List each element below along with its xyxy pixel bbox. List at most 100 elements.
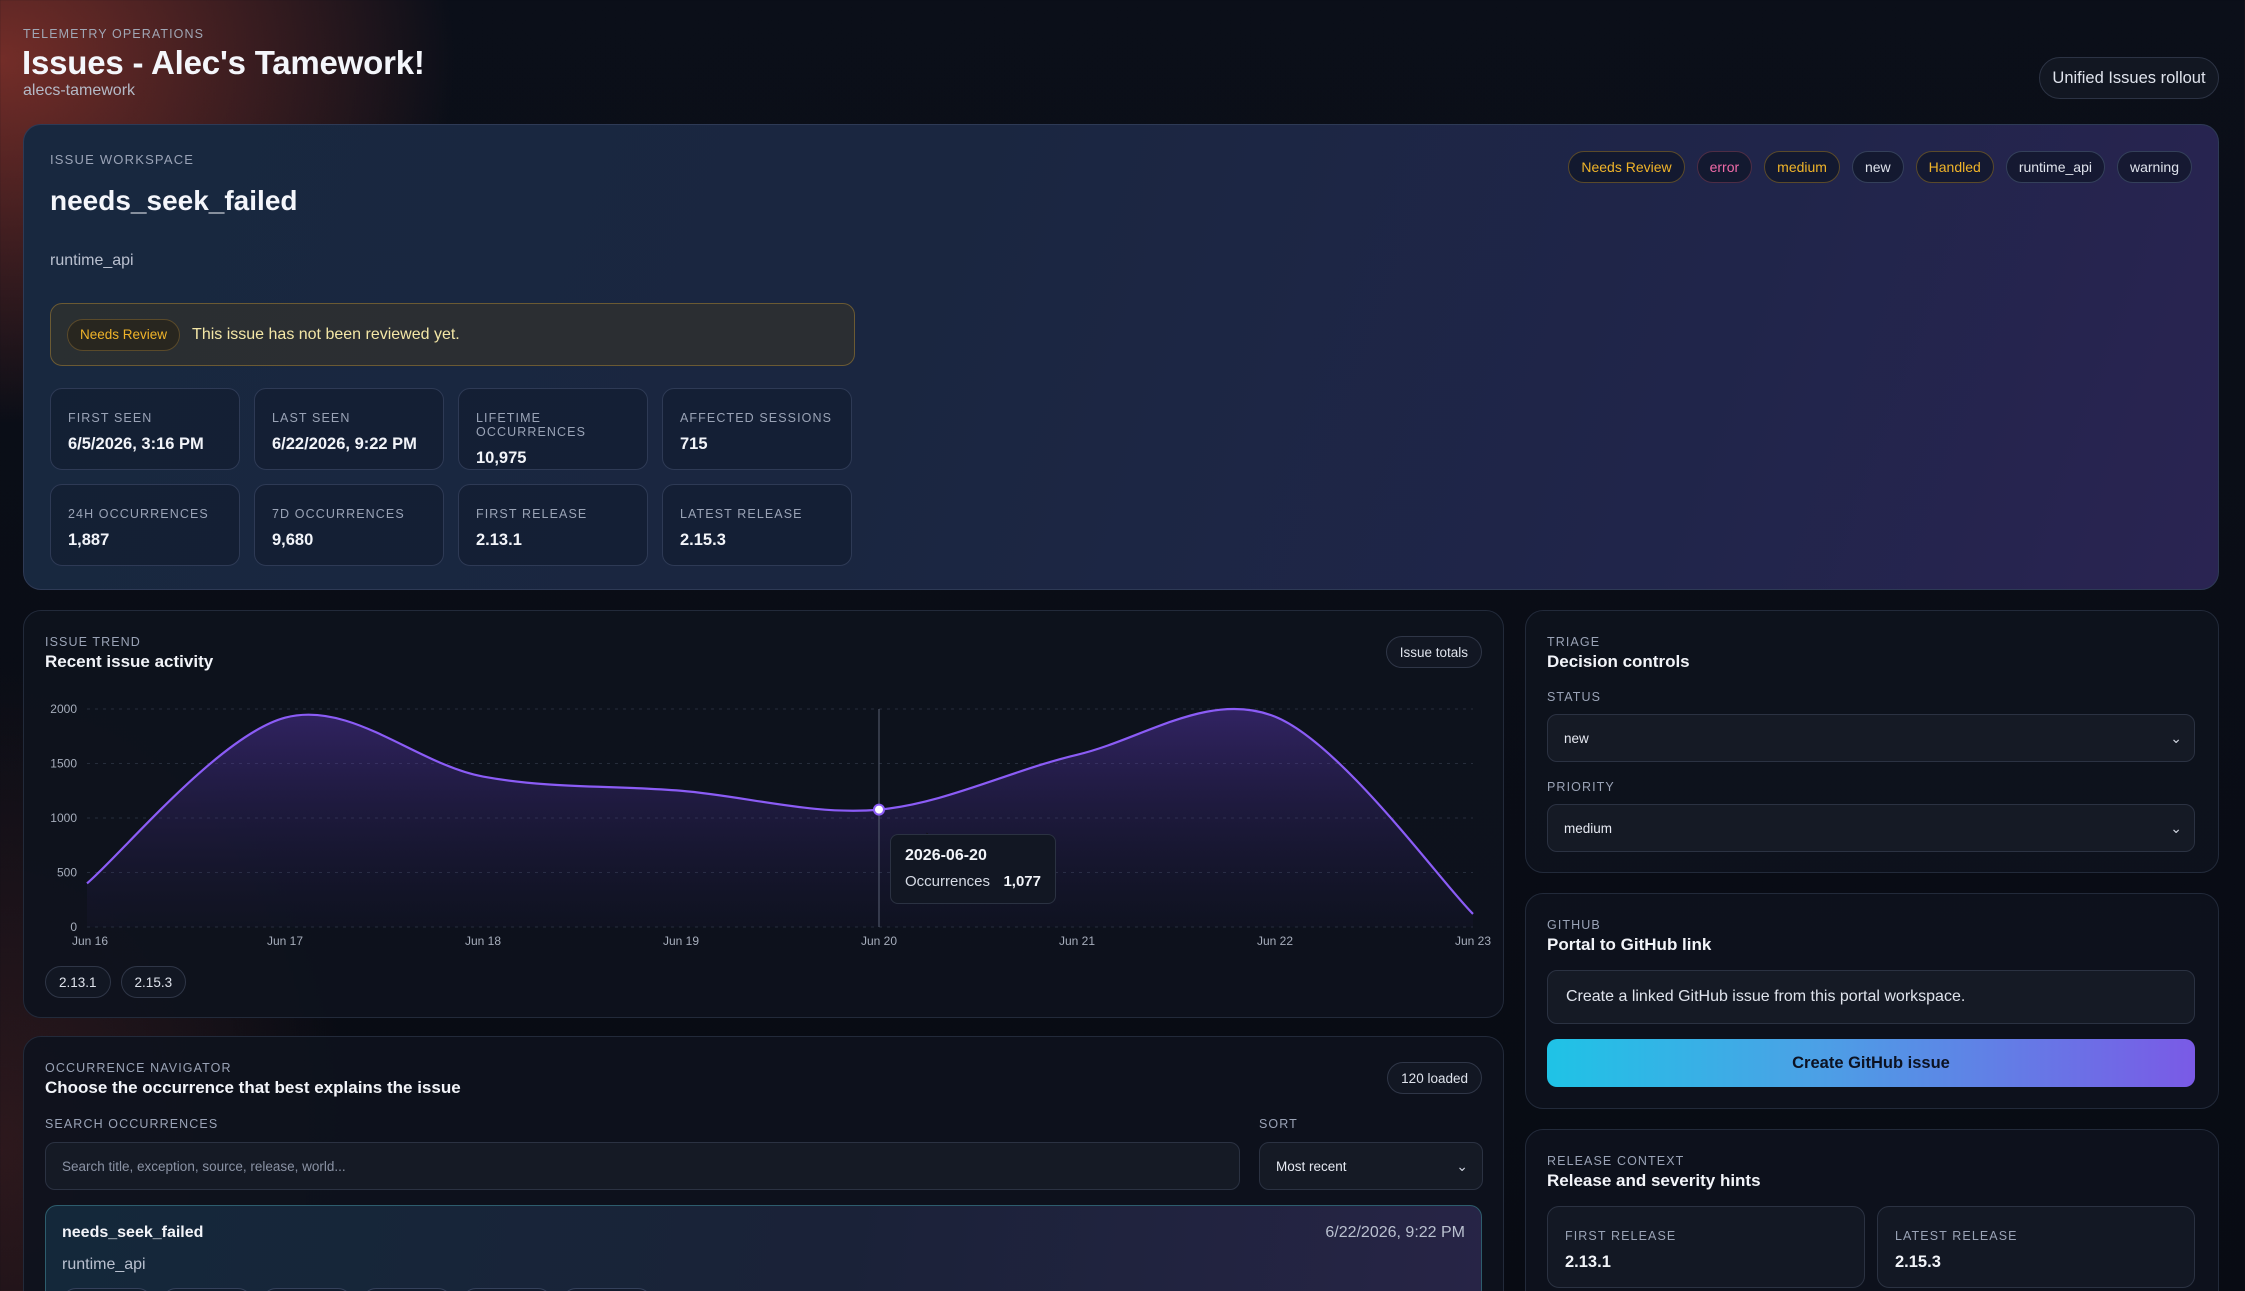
- trend-header: ISSUE TREND Recent issue activity: [45, 635, 213, 672]
- navigator-header: OCCURRENCE NAVIGATOR Choose the occurren…: [45, 1061, 461, 1098]
- issue-tags: Needs Review error medium new Handled ru…: [1568, 151, 2192, 183]
- stat-label: FIRST SEEN: [68, 411, 153, 425]
- release-pill-latest[interactable]: 2.15.3: [120, 966, 187, 998]
- chart-x-ticks: Jun 16 Jun 17 Jun 18 Jun 19 Jun 20 Jun 21 Jun …: [72, 934, 1491, 948]
- tag-error[interactable]: error: [1696, 151, 1753, 183]
- header-eyebrow: TELEMETRY OPERATIONS: [23, 27, 205, 41]
- stat-latest-release: LATEST RELEASE 2.15.3: [662, 484, 852, 566]
- stat-label: AFFECTED SESSIONS: [680, 411, 833, 425]
- review-status-banner: Needs Review This issue has not been rev…: [50, 303, 855, 366]
- navigator-eyebrow: OCCURRENCE NAVIGATOR: [45, 1061, 232, 1075]
- github-description: Create a linked GitHub issue from this p…: [1547, 970, 2195, 1024]
- tag-handled[interactable]: Handled: [1915, 151, 1994, 183]
- stat-label: LAST SEEN: [272, 411, 351, 425]
- issue-workspace-panel: ISSUE WORKSPACE needs_seek_failed runtim…: [23, 124, 2219, 590]
- x-tick-label: Jun 17: [267, 934, 303, 948]
- stat-label: FIRST RELEASE: [476, 507, 588, 521]
- tooltip-date: 2026-06-20: [905, 847, 987, 864]
- page-title: Issues - Alec's Tamework!: [22, 44, 425, 81]
- tag-needs-review[interactable]: Needs Review: [1568, 151, 1685, 183]
- y-tick-label: 500: [57, 866, 77, 880]
- release-first-value: 2.13.1: [1565, 1253, 1611, 1271]
- chevron-down-icon: ⌄: [2170, 729, 2182, 746]
- sort-select-value: Most recent: [1276, 1158, 1347, 1174]
- status-select-value: new: [1564, 730, 1589, 746]
- y-tick-label: 1500: [50, 757, 77, 771]
- status-select[interactable]: new ⌄: [1547, 714, 2195, 762]
- tag-medium[interactable]: medium: [1764, 151, 1840, 183]
- release-context-title: Release and severity hints: [1547, 1171, 1761, 1190]
- issue-trend-chart[interactable]: 0 500 1000 1500 2000 Jun 16 Jun 17 Jun 18 Jun 1…: [24, 691, 1505, 961]
- trend-title: Recent issue activity: [45, 652, 214, 671]
- issue-title: needs_seek_failed: [50, 185, 298, 216]
- stat-label: LIFETIME OCCURRENCES: [476, 411, 587, 439]
- release-first-box: FIRST RELEASE 2.13.1: [1547, 1206, 1865, 1288]
- unified-issues-rollout-button[interactable]: Unified Issues rollout: [2039, 57, 2219, 99]
- triage-header: TRIAGE Decision controls: [1547, 635, 1690, 672]
- sort-label: SORT: [1259, 1117, 1298, 1131]
- tag-warning[interactable]: warning: [2116, 151, 2192, 183]
- review-status-text: This issue has not been reviewed yet.: [192, 325, 460, 343]
- workspace-eyebrow: ISSUE WORKSPACE: [50, 152, 195, 167]
- release-pill-first[interactable]: 2.13.1: [45, 966, 111, 998]
- release-latest-value: 2.15.3: [1895, 1253, 1941, 1271]
- chevron-down-icon: ⌄: [1456, 1157, 1468, 1174]
- issue-totals-toggle[interactable]: Issue totals: [1385, 636, 1482, 668]
- stat-label: 24H OCCURRENCES: [68, 507, 209, 521]
- release-context-eyebrow: RELEASE CONTEXT: [1547, 1154, 1685, 1168]
- triage-eyebrow: TRIAGE: [1547, 635, 1601, 649]
- stat-first-seen: FIRST SEEN 6/5/2026, 3:16 PM: [50, 388, 240, 470]
- stat-value: 1,887: [68, 531, 110, 549]
- github-card: GITHUB Portal to GitHub link Create a li…: [1525, 893, 2219, 1109]
- stat-lifetime-occurrences: LIFETIME OCCURRENCES 10,975: [458, 388, 648, 470]
- loaded-count-badge: 120 loaded: [1387, 1062, 1482, 1094]
- x-tick-label: Jun 19: [663, 934, 699, 948]
- series-line: [86, 707, 1474, 915]
- create-github-issue-button[interactable]: Create GitHub issue: [1547, 1039, 2195, 1087]
- priority-label: PRIORITY: [1547, 780, 1615, 794]
- sort-select[interactable]: Most recent ⌄: [1259, 1142, 1483, 1190]
- stat-last-seen: LAST SEEN 6/22/2026, 9:22 PM: [254, 388, 444, 470]
- release-latest-label: LATEST RELEASE: [1895, 1229, 2018, 1243]
- x-tick-label: Jun 23: [1455, 934, 1491, 948]
- triage-card: TRIAGE Decision controls STATUS new ⌄ PR…: [1525, 610, 2219, 873]
- release-context-header: RELEASE CONTEXT Release and severity hin…: [1547, 1154, 1761, 1191]
- stat-7d-occurrences: 7D OCCURRENCES 9,680: [254, 484, 444, 566]
- priority-select[interactable]: medium ⌄: [1547, 804, 2195, 852]
- tag-new[interactable]: new: [1851, 151, 1904, 183]
- stat-first-release: FIRST RELEASE 2.13.1: [458, 484, 648, 566]
- priority-select-value: medium: [1564, 820, 1613, 836]
- occurrence-list-item[interactable]: needs_seek_failed 6/22/2026, 9:22 PM run…: [45, 1205, 1482, 1291]
- occurrence-title: needs_seek_failed: [62, 1224, 204, 1241]
- github-title: Portal to GitHub link: [1547, 935, 1712, 954]
- stat-value: 715: [680, 435, 708, 453]
- tag-runtime-api[interactable]: runtime_api: [2005, 151, 2105, 183]
- issue-source: runtime_api: [50, 252, 134, 269]
- stat-value: 10,975: [476, 449, 527, 467]
- issue-trend-card: ISSUE TREND Recent issue activity Issue …: [23, 610, 1504, 1018]
- review-status-badge: Needs Review: [67, 318, 181, 351]
- release-latest-box: LATEST RELEASE 2.15.3: [1877, 1206, 2195, 1288]
- release-first-label: FIRST RELEASE: [1565, 1229, 1677, 1243]
- stat-24h-occurrences: 24H OCCURRENCES 1,887: [50, 484, 240, 566]
- stat-value: 9,680: [272, 531, 314, 549]
- stat-value: 2.13.1: [476, 531, 522, 549]
- status-label: STATUS: [1547, 690, 1602, 704]
- stat-label: LATEST RELEASE: [680, 507, 803, 521]
- y-tick-label: 0: [70, 920, 77, 934]
- navigator-title: Choose the occurrence that best explains…: [45, 1078, 461, 1097]
- y-tick-label: 2000: [50, 702, 77, 716]
- chart-y-ticks: 0 500 1000 1500 2000: [50, 702, 77, 934]
- stat-value: 6/22/2026, 9:22 PM: [272, 435, 417, 453]
- x-tick-label: Jun 16: [72, 934, 108, 948]
- x-tick-label: Jun 18: [465, 934, 501, 948]
- triage-title: Decision controls: [1547, 652, 1690, 671]
- hover-point: [873, 803, 885, 816]
- github-eyebrow: GITHUB: [1547, 918, 1601, 932]
- search-occurrences-input[interactable]: [45, 1142, 1240, 1190]
- tooltip-label: Occurrences: [905, 873, 991, 890]
- occurrence-navigator-card: OCCURRENCE NAVIGATOR Choose the occurren…: [23, 1036, 1504, 1291]
- chart-tooltip: 2026-06-20 Occurrences 1,077: [890, 834, 1056, 904]
- y-tick-label: 1000: [50, 811, 77, 825]
- search-label: SEARCH OCCURRENCES: [45, 1117, 219, 1131]
